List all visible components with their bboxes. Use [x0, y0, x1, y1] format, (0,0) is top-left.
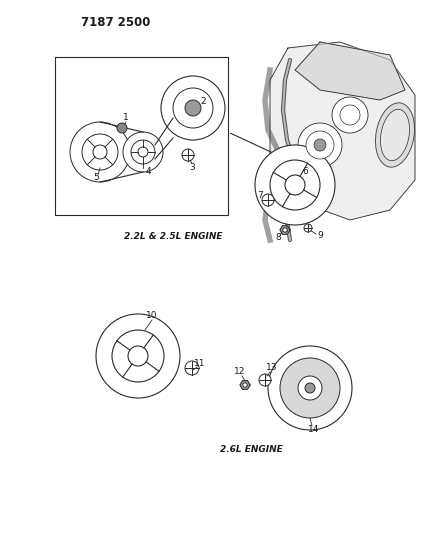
Text: 2: 2: [200, 96, 205, 106]
Circle shape: [117, 123, 127, 133]
Text: 4: 4: [145, 167, 150, 176]
Circle shape: [305, 131, 333, 159]
Text: 1: 1: [123, 114, 129, 123]
Circle shape: [82, 134, 118, 170]
Circle shape: [112, 330, 164, 382]
Circle shape: [268, 346, 351, 430]
Circle shape: [131, 140, 155, 164]
Circle shape: [331, 97, 367, 133]
Circle shape: [70, 122, 130, 182]
Text: 9: 9: [317, 231, 322, 240]
Text: 5: 5: [93, 174, 99, 182]
Text: 14: 14: [308, 425, 319, 434]
Circle shape: [303, 224, 311, 232]
Circle shape: [173, 88, 213, 128]
Polygon shape: [239, 381, 249, 389]
Ellipse shape: [380, 109, 409, 161]
Circle shape: [269, 160, 319, 210]
Text: 11: 11: [194, 359, 205, 367]
Polygon shape: [269, 42, 414, 220]
Text: 7: 7: [256, 191, 262, 200]
Circle shape: [184, 361, 199, 375]
Text: 10: 10: [146, 311, 157, 320]
Circle shape: [304, 383, 314, 393]
Circle shape: [259, 374, 271, 386]
Circle shape: [184, 100, 201, 116]
Circle shape: [93, 145, 107, 159]
Text: 2.6L ENGINE: 2.6L ENGINE: [219, 445, 282, 454]
Circle shape: [123, 132, 163, 172]
Circle shape: [138, 147, 148, 157]
Bar: [55, 57, 227, 215]
Circle shape: [181, 149, 193, 161]
Text: 12: 12: [234, 367, 245, 376]
Text: 13: 13: [266, 364, 277, 373]
Circle shape: [279, 358, 339, 418]
Text: 3: 3: [189, 164, 194, 173]
Text: 7187 2500: 7187 2500: [81, 16, 150, 29]
Circle shape: [284, 175, 304, 195]
Polygon shape: [294, 42, 404, 100]
Circle shape: [313, 139, 325, 151]
Circle shape: [262, 194, 273, 206]
Circle shape: [339, 105, 359, 125]
Text: 2.2L & 2.5L ENGINE: 2.2L & 2.5L ENGINE: [124, 232, 222, 241]
Circle shape: [161, 76, 225, 140]
Circle shape: [242, 383, 247, 387]
Circle shape: [282, 228, 287, 232]
Ellipse shape: [374, 103, 414, 167]
Text: 8: 8: [274, 233, 280, 243]
Circle shape: [297, 123, 341, 167]
Circle shape: [96, 314, 180, 398]
Circle shape: [297, 376, 321, 400]
Text: 6: 6: [302, 167, 307, 176]
Polygon shape: [279, 225, 289, 235]
Circle shape: [254, 145, 334, 225]
Circle shape: [128, 346, 148, 366]
